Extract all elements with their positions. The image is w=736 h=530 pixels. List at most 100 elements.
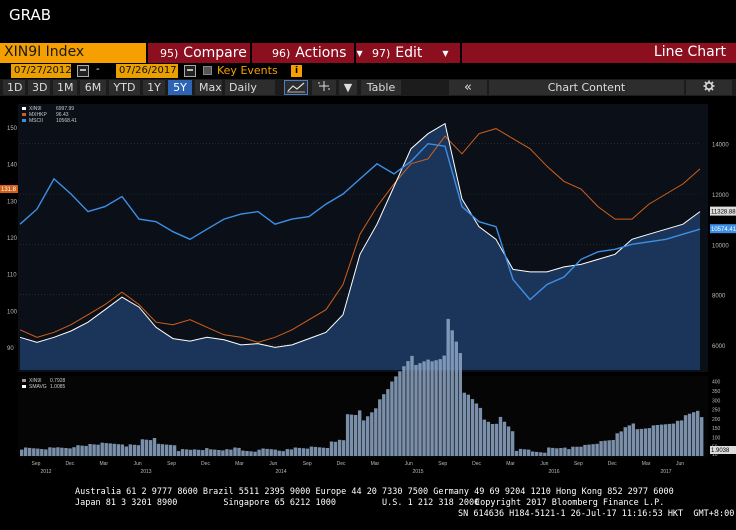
range-1d-button[interactable]: 1D bbox=[3, 80, 25, 95]
volume-bar bbox=[24, 447, 28, 456]
date-toolbar: 07/27/2012 - 07/26/2017 Key Events i bbox=[0, 63, 736, 79]
right-axis-tick-label: 6000 bbox=[712, 344, 726, 350]
volume-bar bbox=[374, 408, 378, 456]
chart-area[interactable]: 90 100 110 120 130 140 150 6000 8000 10000 12000 1… bbox=[0, 98, 736, 480]
range-max-button[interactable]: Max bbox=[195, 80, 222, 95]
chevron-down-icon: ▼ bbox=[356, 48, 363, 58]
chart-content-button[interactable]: Chart Content bbox=[489, 80, 684, 95]
left-axis-tick-label: 90 bbox=[7, 346, 14, 352]
calendar-icon[interactable] bbox=[77, 65, 89, 77]
x-axis-tick-label: Jun bbox=[134, 461, 142, 467]
calendar-icon[interactable] bbox=[184, 65, 196, 77]
volume-bar bbox=[20, 449, 24, 456]
gear-icon[interactable] bbox=[686, 80, 732, 95]
volume-bar bbox=[40, 449, 44, 456]
xin9i-area bbox=[20, 123, 700, 370]
x-axis-year-label: 2015 bbox=[412, 469, 423, 475]
range-1m-button[interactable]: 1M bbox=[53, 80, 77, 95]
volume-bar bbox=[631, 423, 635, 456]
x-axis-year-label: 2016 bbox=[548, 469, 559, 475]
volume-bar bbox=[189, 449, 193, 456]
volume-bar bbox=[667, 423, 672, 456]
range-toolbar: 1D 3D 1M 6M YTD 1Y 5Y Max Daily ▼ ▼ Tabl… bbox=[0, 79, 736, 109]
title-bar: GRAB bbox=[0, 0, 736, 40]
volume-bar bbox=[579, 446, 583, 456]
end-date-input[interactable]: 07/26/2017 bbox=[116, 64, 178, 78]
volume-legend-name: SMAVG bbox=[29, 384, 47, 390]
frequency-select[interactable]: Daily ▼ bbox=[225, 80, 275, 109]
volume-bar bbox=[305, 448, 310, 456]
compare-button[interactable]: 95) Compare bbox=[160, 43, 247, 63]
volume-bar bbox=[611, 440, 615, 456]
range-6m-button[interactable]: 6M bbox=[80, 80, 106, 95]
volume-bar bbox=[221, 450, 225, 456]
volume-bar bbox=[48, 447, 52, 456]
line-tool-icon[interactable] bbox=[284, 80, 308, 95]
volume-bar bbox=[289, 449, 293, 456]
volume-bar bbox=[84, 445, 88, 456]
volume-bar bbox=[430, 361, 434, 456]
volume-bar bbox=[506, 426, 511, 456]
x-axis-tick-label: Sep bbox=[167, 461, 176, 467]
volume-bar bbox=[265, 448, 269, 456]
actions-button[interactable]: 96) Actions ▼ bbox=[272, 43, 363, 63]
volume-legend-value: 1.0085 bbox=[50, 384, 66, 390]
compare-label: Compare bbox=[183, 45, 247, 61]
volume-bar bbox=[531, 451, 535, 456]
volume-bar bbox=[595, 443, 599, 456]
left-axis-tick-label: 140 bbox=[7, 163, 18, 169]
price-chart[interactable]: 90 100 110 120 130 140 150 6000 8000 10000 12000 1… bbox=[0, 98, 736, 480]
volume-bar bbox=[386, 389, 390, 456]
toolbar-divider bbox=[354, 43, 356, 63]
range-1y-button[interactable]: 1Y bbox=[143, 80, 165, 95]
volume-bar bbox=[527, 449, 531, 456]
volume-bar bbox=[454, 341, 458, 456]
volume-bar bbox=[160, 444, 165, 456]
left-axis-tick-label: 100 bbox=[7, 309, 18, 315]
volume-legend-swatch bbox=[22, 379, 26, 382]
volume-bar bbox=[249, 451, 253, 456]
volume-bar bbox=[362, 420, 366, 456]
footer-contacts-line2: Japan 81 3 3201 8900 Singapore 65 6212 1… bbox=[75, 498, 480, 508]
volume-bar bbox=[321, 447, 326, 456]
volume-bar bbox=[575, 446, 579, 456]
volume-bar bbox=[555, 448, 559, 456]
volume-bar bbox=[197, 449, 201, 456]
x-axis-tick-label: Sep bbox=[32, 461, 41, 467]
double-chevron-left-icon[interactable]: « bbox=[449, 80, 487, 95]
x-axis-tick-label: Jun bbox=[405, 461, 413, 467]
volume-bar bbox=[675, 420, 680, 456]
volume-bar bbox=[333, 441, 338, 456]
volume-bar bbox=[124, 446, 128, 456]
volume-bar bbox=[607, 440, 611, 456]
crosshair-icon[interactable] bbox=[312, 80, 336, 95]
volume-bar bbox=[474, 403, 479, 456]
volume-axis-tick-label: 150 bbox=[712, 426, 721, 432]
range-ytd-button[interactable]: YTD bbox=[109, 80, 140, 95]
info-icon[interactable]: i bbox=[291, 65, 302, 77]
edit-num: 97) bbox=[372, 46, 391, 60]
footer: Australia 61 2 9777 8600 Brazil 5511 239… bbox=[0, 485, 736, 530]
volume-legend-value: 0.7928 bbox=[50, 378, 66, 384]
range-3d-button[interactable]: 3D bbox=[28, 80, 50, 95]
chevron-down-icon[interactable]: ▼ bbox=[339, 80, 357, 95]
range-5y-button[interactable]: 5Y bbox=[168, 80, 192, 95]
volume-bar bbox=[378, 399, 382, 456]
volume-bar bbox=[643, 428, 648, 456]
x-axis-tick-label: Sep bbox=[438, 461, 447, 467]
ticker-input[interactable]: XIN9I Index bbox=[0, 43, 146, 63]
x-axis-year-label: 2017 bbox=[660, 469, 671, 475]
volume-bar bbox=[366, 416, 370, 456]
key-events-checkbox[interactable] bbox=[203, 66, 212, 75]
volume-bar bbox=[671, 423, 676, 456]
edit-label: Edit bbox=[395, 45, 423, 61]
volume-bar bbox=[108, 443, 112, 456]
volume-bar bbox=[213, 449, 217, 456]
volume-bar bbox=[450, 330, 454, 456]
volume-bar bbox=[502, 421, 507, 456]
volume-bar bbox=[619, 431, 623, 456]
volume-bar bbox=[651, 425, 656, 456]
table-button[interactable]: Table bbox=[361, 80, 401, 95]
start-date-input[interactable]: 07/27/2012 bbox=[11, 64, 72, 78]
edit-button[interactable]: 97) Edit ▼ bbox=[372, 43, 449, 63]
